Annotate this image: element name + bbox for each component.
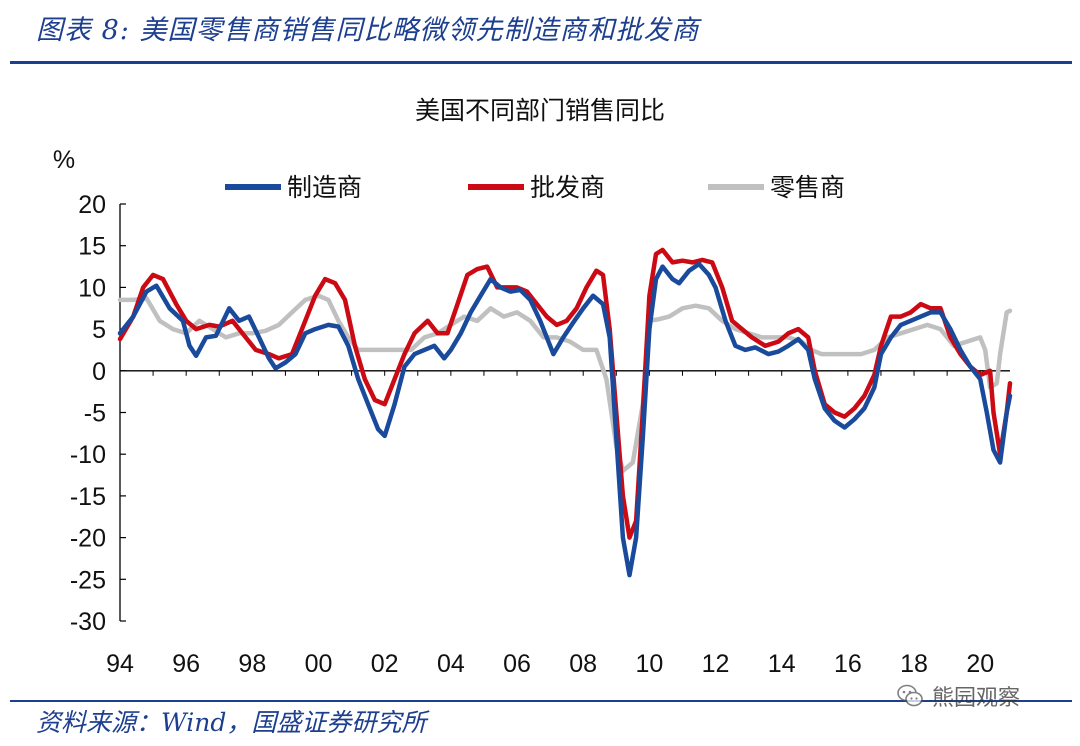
chart-title: 美国不同部门销售同比 bbox=[415, 96, 665, 125]
x-tick-label: 98 bbox=[238, 650, 266, 678]
y-tick-label: 0 bbox=[92, 358, 106, 386]
top-rule bbox=[10, 61, 1072, 64]
series-line-wholesalers bbox=[117, 247, 1013, 540]
y-tick-label: -25 bbox=[70, 566, 106, 594]
x-tick-label: 20 bbox=[966, 650, 994, 678]
x-tick-label: 18 bbox=[900, 650, 928, 678]
legend-label-retailers: 零售商 bbox=[770, 173, 845, 202]
figure-label: 图表 8: bbox=[36, 15, 130, 46]
legend: 制造商 批发商 零售商 bbox=[225, 173, 845, 202]
bottom-rule bbox=[10, 700, 1072, 702]
legend-label-wholesalers: 批发商 bbox=[530, 173, 605, 202]
x-tick-label: 94 bbox=[106, 650, 134, 678]
series-line-manufacturers bbox=[117, 261, 1013, 578]
series-layer bbox=[117, 247, 1013, 578]
y-tick-label: -20 bbox=[70, 525, 106, 553]
y-tick-label: -5 bbox=[84, 400, 106, 428]
x-tick-label: 00 bbox=[305, 650, 333, 678]
legend-label-manufacturers: 制造商 bbox=[287, 173, 362, 202]
x-tick-label: 12 bbox=[702, 650, 730, 678]
y-axis-unit: % bbox=[53, 146, 75, 174]
x-tick-label: 16 bbox=[834, 650, 862, 678]
watermark-text: 熊园观察 bbox=[932, 686, 1021, 711]
y-tick-label: 10 bbox=[78, 274, 106, 302]
y-tick-label: 20 bbox=[78, 191, 106, 219]
y-tick-label: -10 bbox=[70, 441, 106, 469]
x-tick-label: 96 bbox=[172, 650, 200, 678]
x-tick-label: 06 bbox=[503, 650, 531, 678]
wechat-icon bbox=[897, 684, 923, 707]
y-tick-label: -15 bbox=[70, 483, 106, 511]
x-tick-label: 08 bbox=[569, 650, 597, 678]
y-tick-label: -30 bbox=[70, 608, 106, 636]
figure-title: 图表 8: 美国零售商销售同比略微领先制造商和批发商 bbox=[36, 8, 699, 47]
y-tick-label: 15 bbox=[78, 233, 106, 261]
source-note: 资料来源：Wind，国盛证券研究所 bbox=[36, 708, 427, 737]
x-tick-label: 10 bbox=[635, 650, 663, 678]
x-tick-label: 02 bbox=[371, 650, 399, 678]
watermark: 熊园观察 bbox=[896, 680, 1020, 712]
figure-heading: 美国零售商销售同比略微领先制造商和批发商 bbox=[139, 15, 700, 46]
x-tick-label: 04 bbox=[437, 650, 465, 678]
x-tick-label: 14 bbox=[768, 650, 796, 678]
y-tick-label: 5 bbox=[92, 316, 106, 344]
